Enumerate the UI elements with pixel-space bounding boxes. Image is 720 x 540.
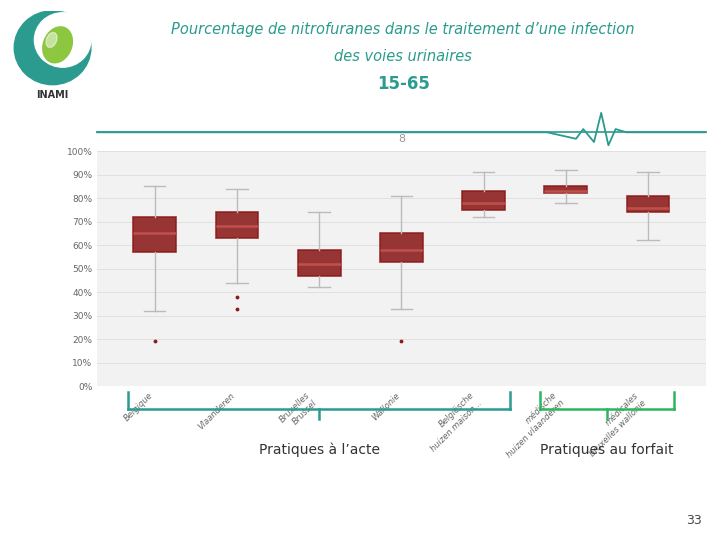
Text: 8: 8 — [398, 134, 405, 144]
Text: 33: 33 — [686, 514, 702, 526]
PathPatch shape — [215, 212, 258, 238]
Circle shape — [14, 11, 91, 85]
PathPatch shape — [462, 191, 505, 210]
Text: Pourcentage de nitrofuranes dans le traitement d’une infection: Pourcentage de nitrofuranes dans le trai… — [171, 22, 635, 37]
PathPatch shape — [544, 186, 588, 193]
PathPatch shape — [133, 217, 176, 252]
PathPatch shape — [298, 250, 341, 276]
PathPatch shape — [626, 196, 670, 212]
Ellipse shape — [46, 32, 57, 48]
Text: 15-65: 15-65 — [377, 75, 430, 93]
Text: Pratiques au forfait: Pratiques au forfait — [540, 443, 674, 457]
PathPatch shape — [380, 233, 423, 261]
Text: des voies urinaires: des voies urinaires — [334, 49, 472, 64]
Text: Pratiques à l’acte: Pratiques à l’acte — [258, 443, 379, 457]
Ellipse shape — [42, 27, 73, 63]
Circle shape — [35, 13, 91, 67]
Text: INAMI: INAMI — [37, 90, 68, 100]
